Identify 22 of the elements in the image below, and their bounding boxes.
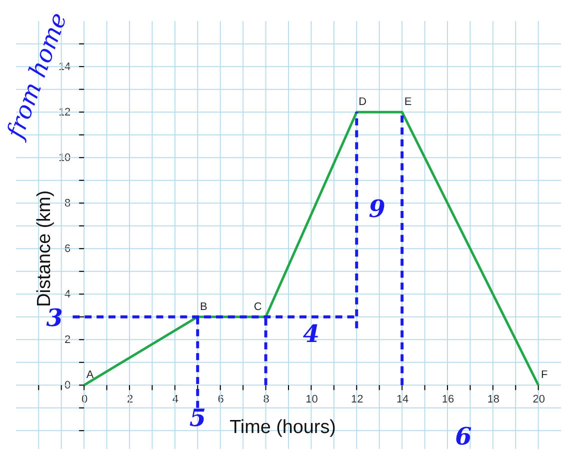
x-tick-label: 0	[82, 394, 88, 406]
annotation: 4	[302, 320, 320, 348]
annotation: 5	[189, 404, 206, 432]
x-tick-label: 18	[487, 394, 500, 406]
annotation: 9	[368, 194, 386, 223]
y-tick-label: 4	[64, 288, 71, 301]
annotation: 6	[455, 422, 472, 450]
annotation: B	[200, 300, 208, 313]
annotation: 3	[46, 304, 63, 332]
annotation: C	[254, 300, 262, 313]
annotation: F	[540, 369, 548, 382]
annotation: D	[358, 96, 367, 108]
x-tick-label: 12	[351, 394, 364, 406]
x-tick-label: 16	[442, 394, 454, 406]
y-axis-title: Distance (km)	[34, 190, 56, 307]
annotation: E	[404, 96, 412, 108]
x-axis-title: Time (hours)	[230, 416, 336, 438]
annotation: A	[86, 369, 94, 382]
x-tick-label: 14	[396, 394, 409, 406]
x-tick-label: 10	[306, 394, 318, 406]
x-tick-label: 20	[532, 394, 545, 406]
y-tick-label: 2	[64, 334, 71, 346]
